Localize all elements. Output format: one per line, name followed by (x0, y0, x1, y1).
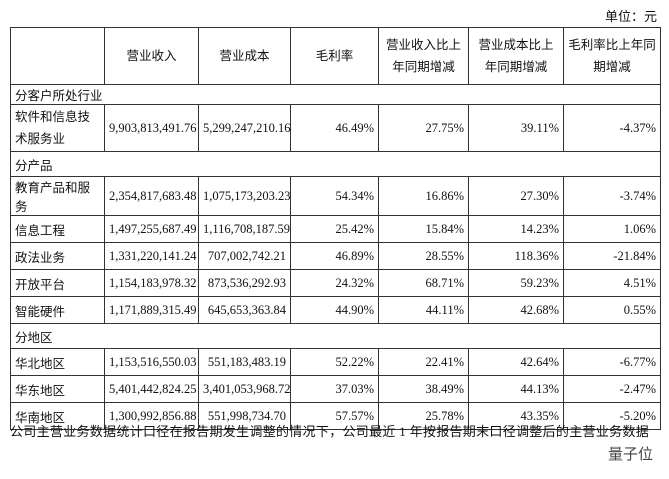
header-cell: 营业成本 (198, 27, 291, 85)
cell: 1,300,992,856.88 (104, 402, 199, 430)
cell: 1,075,173,203.23 (198, 176, 291, 216)
cell: 1,497,255,687.49 (104, 215, 199, 243)
cell: 1.06% (563, 215, 661, 243)
cell: 645,653,363.84 (198, 296, 291, 324)
cell: 4.51% (563, 269, 661, 297)
cell: 28.55% (378, 242, 469, 270)
cell: 44.90% (290, 296, 379, 324)
data-row: 华南地区 1,300,992,856.88 551,998,734.70 57.57%… (10, 402, 661, 430)
row-label: 开放平台 (10, 269, 105, 297)
cell: 57.57% (290, 402, 379, 430)
data-row: 软件和信息技术服务业 9,903,813,491.76 5,299,247,210.… (10, 104, 661, 152)
header-cell: 营业收入 (104, 27, 199, 85)
cell: -3.74% (563, 176, 661, 216)
data-row: 开放平台 1,154,183,978.32 873,536,292.93 24.32%… (10, 269, 661, 297)
data-table: 营业收入 营业成本 毛利率 营业收入比上年同期增减 营业成本比上年同期增减 毛利率比上年同… (10, 27, 661, 430)
cell: -21.84% (563, 242, 661, 270)
cell: 42.64% (468, 348, 564, 376)
cell: -5.20% (563, 402, 661, 430)
row-label: 智能硬件 (10, 296, 105, 324)
cell: 1,153,516,550.03 (104, 348, 199, 376)
cell: 1,331,220,141.24 (104, 242, 199, 270)
footer-note: 公司主营业务数据统计口径在报告期发生调整的情况下，公司最近 1 年按报告期末口径… (10, 424, 650, 439)
cell: 52.22% (290, 348, 379, 376)
data-row: 教育产品和服务 2,354,817,683.48 1,075,173,203.23 5… (10, 176, 661, 216)
row-label: 华北地区 (10, 348, 105, 376)
header-cell: 毛利率比上年同期增减 (563, 27, 661, 85)
cell: 38.49% (378, 375, 469, 403)
section-row: 分产品 (10, 151, 661, 177)
cell: 46.89% (290, 242, 379, 270)
header-cell: 营业收入比上年同期增减 (378, 27, 469, 85)
cell: 42.68% (468, 296, 564, 324)
cell: 9,903,813,491.76 (104, 104, 199, 152)
cell: 551,183,483.19 (198, 348, 291, 376)
cell: 22.41% (378, 348, 469, 376)
row-label: 政法业务 (10, 242, 105, 270)
cell: 1,116,708,187.59 (198, 215, 291, 243)
header-row: 营业收入 营业成本 毛利率 营业收入比上年同期增减 营业成本比上年同期增减 毛利率比上年同… (10, 27, 661, 85)
cell: 39.11% (468, 104, 564, 152)
cell: 54.34% (290, 176, 379, 216)
cell: 0.55% (563, 296, 661, 324)
cell: 27.30% (468, 176, 564, 216)
data-row: 华北地区 1,153,516,550.03 551,183,483.19 52.22%… (10, 348, 661, 376)
cell: 1,154,183,978.32 (104, 269, 199, 297)
section-cell: 分地区 (10, 323, 661, 349)
cell: 44.13% (468, 375, 564, 403)
cell: -4.37% (563, 104, 661, 152)
cell: 27.75% (378, 104, 469, 152)
watermark: 量子位 (607, 445, 653, 463)
cell: 24.32% (290, 269, 379, 297)
unit-label: 单位：元 (604, 9, 657, 24)
cell: 3,401,053,968.72 (198, 375, 291, 403)
section-row: 分地区 (10, 323, 661, 349)
header-cell: 营业成本比上年同期增减 (468, 27, 564, 85)
data-row: 信息工程 1,497,255,687.49 1,116,708,187.59 25.4… (10, 215, 661, 243)
header-cell: 毛利率 (290, 27, 379, 85)
section-cell: 分客户所处行业 (10, 84, 661, 105)
section-cell: 分产品 (10, 151, 661, 177)
cell: 16.86% (378, 176, 469, 216)
cell: 44.11% (378, 296, 469, 324)
data-row: 智能硬件 1,171,889,315.49 645,653,363.84 44.90%… (10, 296, 661, 324)
cell: 707,002,742.21 (198, 242, 291, 270)
cell: 59.23% (468, 269, 564, 297)
header-cell (10, 27, 105, 85)
cell: -2.47% (563, 375, 661, 403)
cell: 46.49% (290, 104, 379, 152)
cell: 37.03% (290, 375, 379, 403)
cell: 1,171,889,315.49 (104, 296, 199, 324)
section-row: 分客户所处行业 (10, 84, 661, 105)
cell: 118.36% (468, 242, 564, 270)
row-label: 华东地区 (10, 375, 105, 403)
cell: 2,354,817,683.48 (104, 176, 199, 216)
cell: 68.71% (378, 269, 469, 297)
cell: 15.84% (378, 215, 469, 243)
row-label: 信息工程 (10, 215, 105, 243)
cell: -6.77% (563, 348, 661, 376)
cell: 25.42% (290, 215, 379, 243)
cell: 873,536,292.93 (198, 269, 291, 297)
row-label: 教育产品和服务 (10, 176, 105, 216)
row-label: 软件和信息技术服务业 (10, 104, 105, 152)
row-label: 华南地区 (10, 402, 105, 430)
cell: 5,401,442,824.25 (104, 375, 199, 403)
data-row: 政法业务 1,331,220,141.24 707,002,742.21 46.89%… (10, 242, 661, 270)
data-row: 华东地区 5,401,442,824.25 3,401,053,968.72 37.0… (10, 375, 661, 403)
cell: 14.23% (468, 215, 564, 243)
cell: 5,299,247,210.16 (198, 104, 291, 152)
